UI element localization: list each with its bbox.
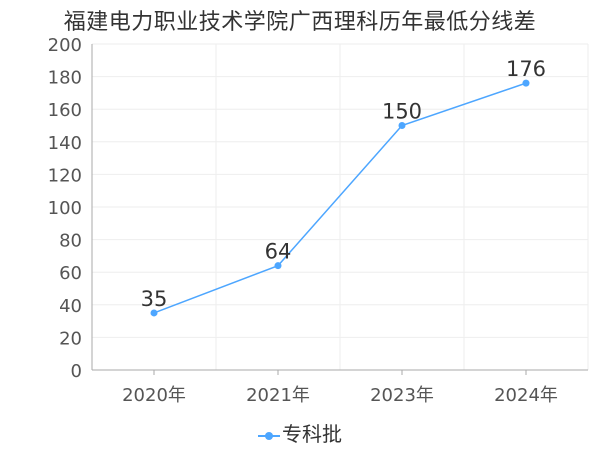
data-labels: 35 64 150 176 [141,57,546,311]
data-point [150,309,158,317]
data-label: 176 [506,57,546,81]
series-line [153,82,527,314]
data-label: 35 [141,287,168,311]
x-tick-label: 2020年 [122,385,186,406]
y-tick-label: 40 [59,296,82,317]
data-point [398,122,406,129]
data-point [274,262,282,270]
data-label: 64 [265,240,292,264]
y-tick-labels: 0 20 40 60 80 100 120 140 160 180 200 [48,35,82,382]
y-tick-label: 120 [48,165,82,186]
y-tick-label: 100 [48,198,82,219]
x-tick-label: 2023年 [370,385,434,406]
y-tick-label: 0 [71,361,82,382]
legend-marker-icon [258,430,280,442]
data-point [522,79,530,87]
x-tick-labels: 2020年 2021年 2023年 2024年 [122,385,558,406]
axes [91,44,588,375]
x-tick-label: 2021年 [246,385,310,406]
y-tick-label: 200 [48,35,82,56]
y-tick-label: 180 [48,68,82,89]
y-tick-label: 140 [48,133,82,154]
legend-label: 专科批 [282,422,342,446]
y-tick-label: 160 [48,100,82,121]
grid-lines [92,43,589,370]
series-layer [150,79,530,317]
data-label: 150 [382,100,422,124]
chart-title: 福建电力职业技术学院广西理科历年最低分线差 [63,10,537,35]
legend[interactable]: 专科批 [0,418,600,447]
x-tick-label: 2024年 [494,385,558,406]
y-tick-label: 20 [59,328,82,349]
y-tick-label: 60 [59,263,82,284]
y-tick-label: 80 [59,231,82,252]
